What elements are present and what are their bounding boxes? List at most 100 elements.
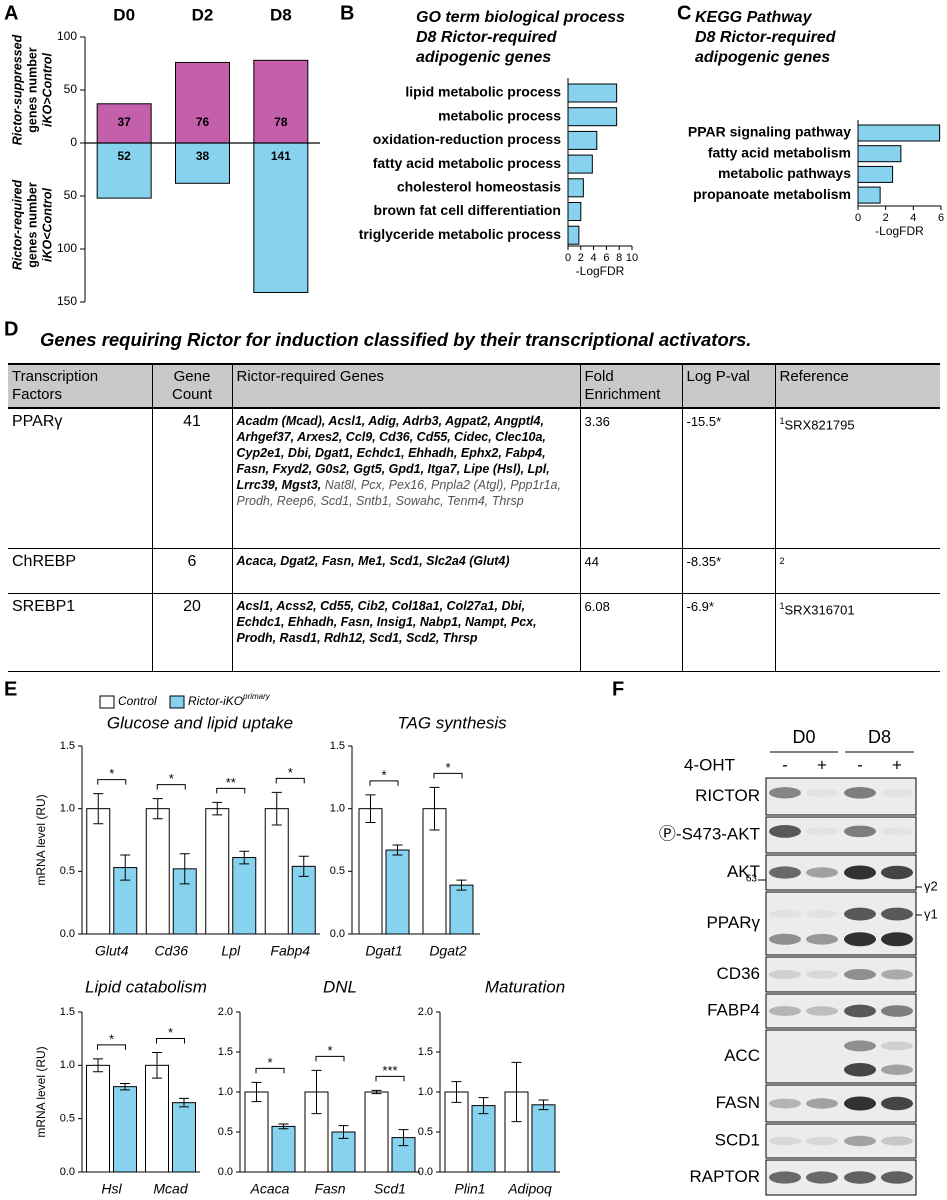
bar <box>567 225 580 245</box>
value-label: 38 <box>196 149 210 163</box>
table-title: Genes requiring Rictor for induction cla… <box>40 329 751 350</box>
y-tick-label: 0.0 <box>60 928 75 940</box>
bar <box>244 1091 269 1173</box>
x-tick-label: Scd1 <box>374 1181 406 1197</box>
blot-band <box>844 787 876 799</box>
blot-band <box>844 1096 876 1111</box>
chart-title: D8 Rictor-required <box>695 29 837 46</box>
treatment-label: 4-OHT <box>684 755 735 774</box>
error-bar <box>392 844 403 856</box>
y-tick-label: 0.0 <box>60 1166 75 1178</box>
sign-label: + <box>892 755 902 774</box>
bar <box>175 142 230 184</box>
bar <box>172 1102 196 1173</box>
chart-title: adipogenic genes <box>695 49 830 66</box>
isoform-label: γ1 <box>924 906 938 921</box>
blot-band <box>844 1040 876 1052</box>
y-axis-title: Rictor-required <box>10 179 24 270</box>
error-bar <box>120 1082 130 1091</box>
gene-list: Acadm (Mcad), Acsl1, Adig, Adrb3, Agpat2… <box>236 414 550 492</box>
reference-cell: 1SRX316701 <box>774 593 940 672</box>
fold-cell: 6.08 <box>579 593 682 672</box>
error-bar <box>511 1061 522 1123</box>
significance-bracket <box>275 777 305 784</box>
blot-band <box>769 1098 801 1109</box>
x-tick-label: 2 <box>578 252 584 264</box>
category-label: oxidation-reduction process <box>373 131 561 147</box>
bar <box>567 154 593 174</box>
y-axis-title: Rictor-suppressed <box>10 34 24 145</box>
blot-band <box>844 1004 876 1018</box>
table-panel: Transcription Factors Gene Count Rictor-re… <box>8 363 940 672</box>
chart-title: D8 Rictor-required <box>416 29 558 46</box>
error-bar <box>239 850 250 865</box>
blot-band <box>881 1041 913 1051</box>
x-tick-label: Mcad <box>153 1181 188 1197</box>
x-tick-label: 6 <box>603 252 609 264</box>
significance-bracket <box>156 1038 185 1044</box>
y-tick-label: 50 <box>64 188 78 202</box>
y-tick-label: 0.0 <box>330 928 345 940</box>
blot-band <box>844 1135 876 1147</box>
panel-letter: B <box>340 2 354 24</box>
bar <box>253 59 309 144</box>
error-bar <box>398 1129 409 1147</box>
x-axis-title: -LogFDR <box>875 224 924 238</box>
chart-title: KEGG Pathway <box>695 9 813 26</box>
table-row: ChREBP 6 Acaca, Dgat2, Fasn, Me1, Scd1, Sl… <box>8 548 940 594</box>
bar <box>253 142 309 293</box>
fold-cell: 3.36 <box>579 408 682 549</box>
error-bar <box>338 1125 349 1139</box>
error-bar <box>152 798 163 820</box>
error-bar <box>278 1123 289 1130</box>
genes-cell: Acsl1, Acss2, Cd55, Cib2, Col18a1, Col27… <box>231 593 580 672</box>
bar <box>857 124 941 142</box>
error-bar <box>152 1052 162 1079</box>
error-bar <box>429 786 440 831</box>
x-tick-label: Lpl <box>221 943 241 959</box>
blot-band <box>844 1171 876 1184</box>
isoform-label: γ2 <box>924 878 938 893</box>
blot-band <box>844 865 876 880</box>
blot-band <box>844 907 876 921</box>
error-bar <box>251 1081 262 1103</box>
reference-id: SRX821795 <box>784 417 855 433</box>
table-row: PPARγ 41 Acadm (Mcad), Acsl1, Adig, Adrb3,… <box>8 408 940 549</box>
x-tick-label: Cd36 <box>155 943 189 959</box>
error-bar <box>311 1069 322 1115</box>
blot-band <box>881 827 913 836</box>
y-axis-title: iKO>Control <box>40 53 54 127</box>
blot-row-label: Ⓟ-S473-AKT <box>659 824 760 843</box>
category-label: metabolic process <box>438 107 561 123</box>
x-tick-label: Acaca <box>250 1181 290 1197</box>
legend-label: Rictor-iKOprimary <box>188 692 271 708</box>
category-label: lipid metabolic process <box>405 84 561 100</box>
x-axis-title: -LogFDR <box>576 264 625 278</box>
reference-superscript: 1 <box>779 600 785 611</box>
factor-cell: PPARγ <box>8 408 152 549</box>
blot-band <box>806 867 838 878</box>
blot-band <box>881 1171 913 1184</box>
blot-band <box>806 1006 838 1016</box>
x-tick-label: 0 <box>565 252 571 264</box>
blot-band <box>844 1063 876 1077</box>
header-cell: Transcription Factors <box>8 363 152 409</box>
blot-row-label: FABP4 <box>707 1000 760 1019</box>
gene-list: Nat8l, Pcx, Pex16, Pnpla2 (Atgl), Ppp1r1… <box>236 478 562 508</box>
blot-band <box>806 788 838 797</box>
y-tick-label: 0.0 <box>218 1166 233 1178</box>
bar <box>531 1104 556 1173</box>
y-tick-label: 150 <box>57 294 77 308</box>
blot-band <box>806 827 838 836</box>
blot-band <box>806 1098 838 1109</box>
bar <box>857 165 894 183</box>
significance-bracket <box>369 780 399 786</box>
error-bar <box>93 1058 103 1073</box>
blot-panel <box>765 1123 917 1159</box>
bar <box>385 849 410 935</box>
significance-label: * <box>267 1055 272 1070</box>
category-label: D2 <box>192 5 214 24</box>
legend-superscript: primary <box>242 692 271 701</box>
x-tick-label: Adipoq <box>507 1181 552 1197</box>
